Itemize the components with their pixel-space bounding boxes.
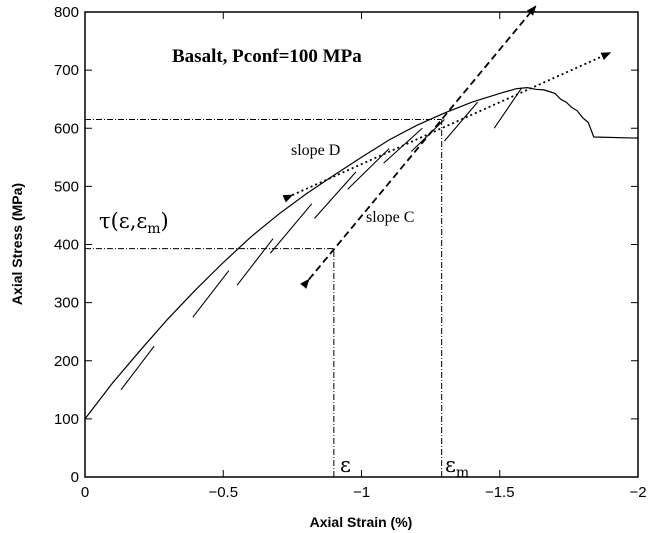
slope-d-label: slope D [291,142,340,159]
y-tick-label: 0 [71,469,79,486]
x-tick-label: −0.5 [208,484,238,501]
unloading-segment [269,203,313,254]
unloading-segment [192,270,230,318]
y-tick-label: 200 [54,353,79,370]
y-tick-label: 600 [54,120,79,137]
unloading-segment [236,238,274,286]
y-axis-label: Axial Stress (MPa) [9,183,25,305]
epsilon-m-label: εm [445,453,469,481]
x-axis-label: Axial Strain (%) [310,514,413,530]
slope-c-label: slope C [366,209,414,226]
tau-annotation: τ(ε,εm) [99,209,169,237]
unloading-segment [444,101,479,142]
y-tick-label: 300 [54,295,79,312]
chart-title: Basalt, Pconf=100 MPa [172,46,362,67]
stress-strain-curve [84,86,639,420]
unloading-segment [120,345,155,391]
slope-D-arrow [282,51,612,203]
unloading-segment [410,119,445,152]
unloading-segment [314,171,357,219]
y-tick-label: 700 [54,62,79,79]
y-tick-label: 400 [54,237,79,254]
x-tick-label: −2 [629,484,646,501]
epsilon-label: ε [340,453,351,477]
unloading-segment [347,148,390,190]
x-tick-label: 0 [81,484,89,501]
plot-frame [84,11,639,478]
y-tick-label: 100 [54,411,79,428]
x-tick-label: −1.5 [485,484,515,501]
y-tick-label: 500 [54,178,79,195]
unloading-segment [493,87,523,129]
unloading-segment [383,127,423,164]
x-tick-label: −1 [353,484,370,501]
y-tick-label: 800 [54,4,79,21]
